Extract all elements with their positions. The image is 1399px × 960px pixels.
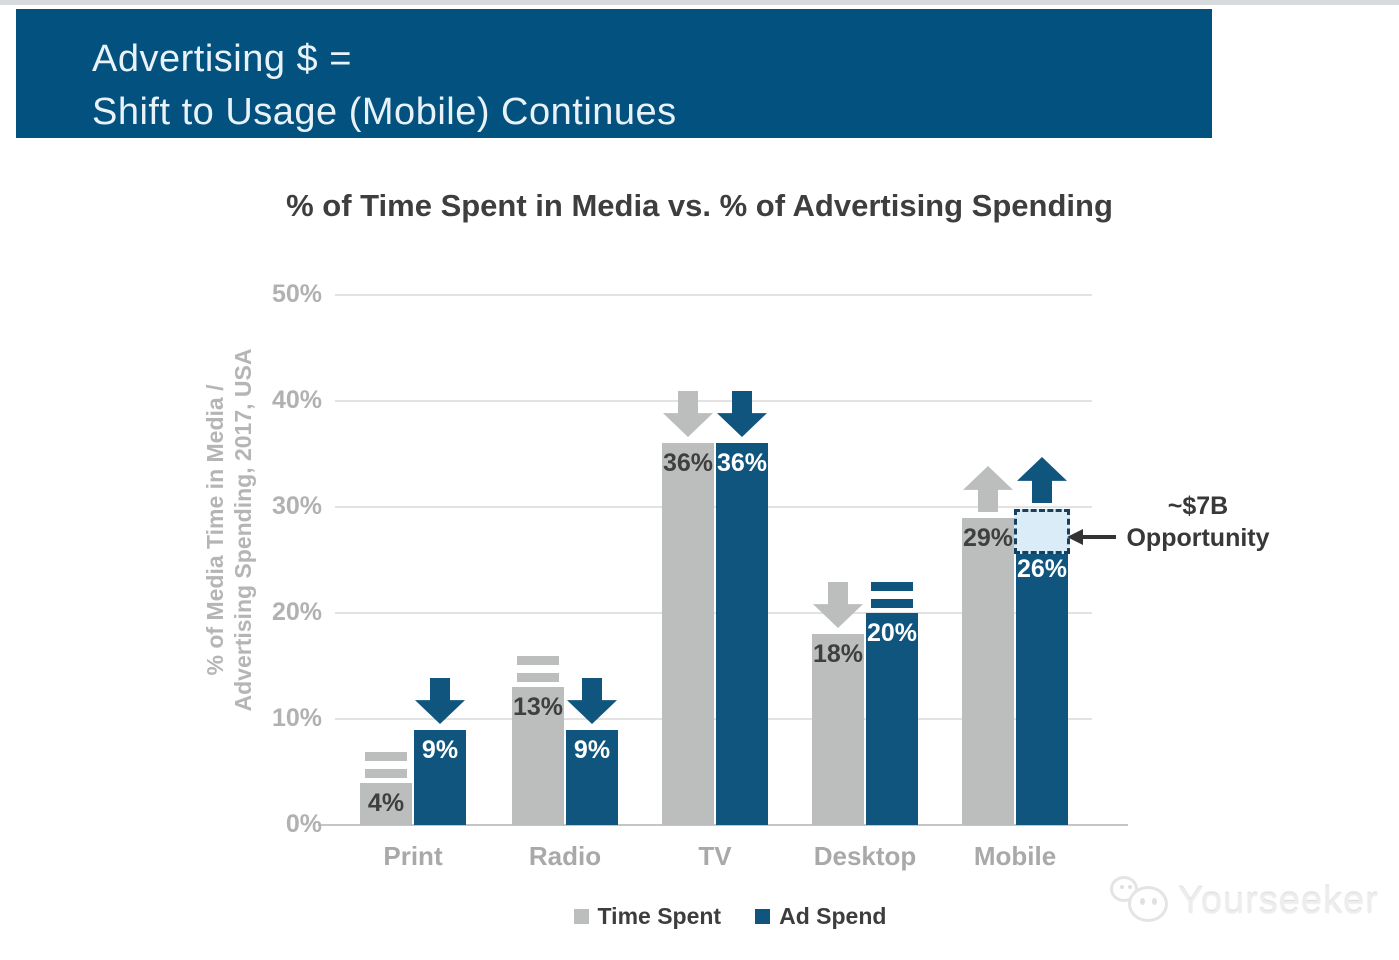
y-tick-label: 20% — [271, 598, 322, 626]
y-tick-label: 40% — [271, 386, 322, 414]
y-tick-label: 10% — [271, 704, 322, 732]
x-category-label-mobile: Mobile — [973, 841, 1057, 871]
bar-value-label: 36% — [662, 449, 714, 477]
equals-bar — [517, 673, 559, 682]
bar-time-spent-radio: 13% — [512, 687, 564, 825]
bar-value-label: 9% — [421, 736, 459, 764]
bar-ad-spend-print: 9% — [414, 730, 466, 825]
bar-time-spent-desktop: 18% — [812, 634, 864, 825]
down-arrow-icon — [813, 582, 863, 628]
legend-label: Time Spent — [597, 903, 722, 929]
header-banner: Advertising $ = Shift to Usage (Mobile) … — [16, 9, 1212, 138]
bar-value-label: 13% — [512, 693, 564, 721]
opportunity-box — [1014, 509, 1070, 554]
equals-icon — [365, 752, 407, 778]
bar-value-label: 29% — [962, 524, 1014, 552]
header-title-line2: Shift to Usage (Mobile) Continues — [92, 91, 677, 133]
legend-item-ad-spend: Ad Spend — [755, 903, 886, 930]
slide-top-edge — [0, 0, 1399, 5]
annotation-value: ~$7B — [1167, 492, 1229, 520]
x-axis-line — [318, 824, 1128, 826]
equals-bar — [871, 599, 913, 608]
legend-item-time-spent: Time Spent — [573, 903, 722, 930]
bar-ad-spend-mobile: 26% — [1016, 549, 1068, 825]
bar-value-label: 4% — [367, 789, 405, 817]
legend-swatch-icon — [573, 909, 589, 924]
bar-time-spent-tv: 36% — [662, 443, 714, 825]
header-title-line1: Advertising $ = — [92, 38, 352, 80]
big-bubble-icon — [1128, 886, 1168, 922]
bar-value-label: 36% — [716, 449, 768, 477]
legend: Time Spent Ad Spend — [335, 903, 1125, 930]
chart-title: % of Time Spent in Media vs. % of Advert… — [286, 188, 1113, 223]
equals-bar — [871, 582, 913, 591]
up-arrow-icon — [1017, 457, 1067, 503]
y-axis-label-line1: % of Media Time in Media / — [202, 384, 228, 676]
bar-value-label: 18% — [812, 640, 864, 668]
legend-label: Ad Spend — [779, 903, 887, 929]
down-arrow-icon — [663, 391, 713, 437]
header-title: Advertising $ = Shift to Usage (Mobile) … — [92, 33, 677, 139]
equals-icon — [517, 656, 559, 682]
x-category-label-radio: Radio — [528, 841, 602, 871]
bar-value-label: 26% — [1016, 555, 1068, 583]
annotation-arrow-icon — [1067, 529, 1116, 545]
equals-icon — [871, 582, 913, 608]
bar-ad-spend-tv: 36% — [716, 443, 768, 825]
y-tick-label: 30% — [271, 492, 322, 520]
equals-bar — [365, 769, 407, 778]
x-category-label-tv: TV — [698, 841, 732, 871]
equals-bar — [517, 656, 559, 665]
legend-swatch-icon — [755, 909, 771, 924]
bar-ad-spend-desktop: 20% — [866, 613, 918, 825]
x-category-label-print: Print — [383, 841, 443, 871]
gridline — [335, 400, 1092, 402]
bar-value-label: 20% — [866, 619, 918, 647]
bar-value-label: 9% — [573, 736, 611, 764]
bar-time-spent-print: 4% — [360, 783, 412, 825]
bar-ad-spend-radio: 9% — [566, 730, 618, 825]
x-category-label-desktop: Desktop — [813, 841, 917, 871]
watermark-text: Yourseeker — [1178, 880, 1379, 922]
y-tick-label: 0% — [285, 810, 322, 838]
bar-time-spent-mobile: 29% — [962, 518, 1014, 825]
y-tick-label: 50% — [271, 280, 322, 308]
annotation-label: Opportunity — [1126, 524, 1270, 552]
watermark: Yourseeker — [1108, 872, 1388, 942]
gridline — [335, 294, 1092, 296]
down-arrow-icon — [717, 391, 767, 437]
equals-bar — [365, 752, 407, 761]
